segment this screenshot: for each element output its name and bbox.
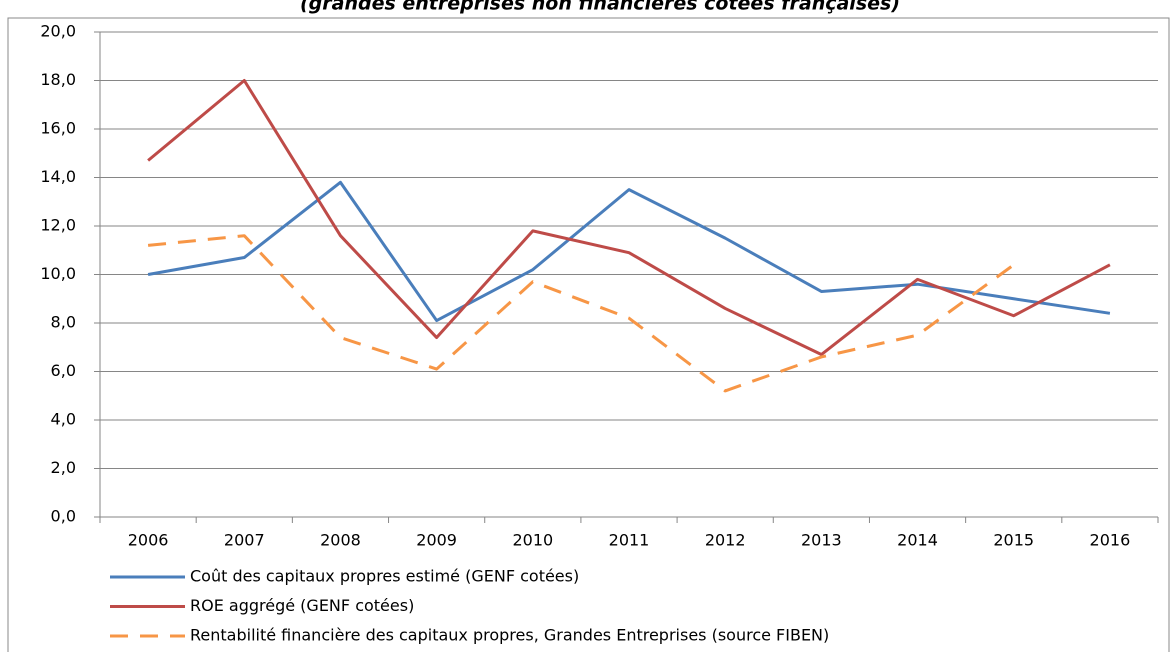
x-tick-label: 2012 [705,531,746,550]
series-line [147,79,1111,357]
y-tick-label: 20,0 [40,22,76,41]
chart-frame [7,17,1170,652]
series-line [147,180,1111,323]
x-tick-label: 2015 [993,531,1034,550]
x-tick-label: 2014 [897,531,938,550]
x-tick-label: 2006 [128,531,169,550]
legend-label: Coût des capitaux propres estimé (GENF c… [190,567,579,586]
x-tick-label: 2010 [512,531,553,550]
y-tick-label: 16,0 [40,119,76,138]
series-line [147,234,1015,393]
x-tick-label: 2008 [320,531,361,550]
legend-label: Rentabilité financière des capitaux prop… [190,626,829,645]
chart-title: (grandes entreprises non financières cot… [300,0,900,15]
y-tick-label: 0,0 [51,507,76,526]
y-tick-label: 12,0 [40,216,76,235]
y-tick-label: 18,0 [40,70,76,89]
x-tick-label: 2016 [1090,531,1131,550]
y-tick-label: 4,0 [51,410,76,429]
x-tick-label: 2007 [224,531,265,550]
x-tick-label: 2011 [609,531,650,550]
x-tick-label: 2009 [416,531,457,550]
x-tick-label: 2013 [801,531,842,550]
y-tick-label: 6,0 [51,361,76,380]
y-tick-label: 2,0 [51,458,76,477]
y-tick-label: 10,0 [40,264,76,283]
y-tick-label: 14,0 [40,167,76,186]
legend-label: ROE aggrégé (GENF cotées) [190,596,414,615]
y-tick-label: 8,0 [51,313,76,332]
